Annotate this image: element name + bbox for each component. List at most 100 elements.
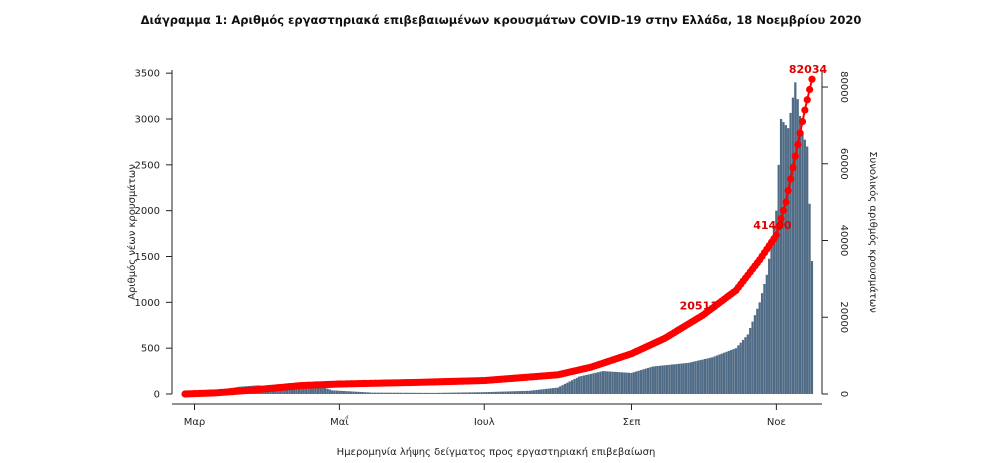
daily-case-bar [625,372,628,394]
daily-case-bar [437,392,441,394]
daily-case-bar [478,392,481,394]
daily-case-bar [366,392,369,394]
daily-case-bar [680,363,683,394]
daily-case-bar [511,391,514,394]
daily-case-bar [290,388,293,394]
daily-case-bar [364,392,367,394]
daily-case-bar [485,392,488,394]
daily-case-bar [335,390,339,394]
cumulative-point [803,96,811,104]
daily-case-bar [663,365,666,394]
y-tick-label: 2500 [135,160,160,171]
daily-case-bar [682,363,685,394]
y-tick-label: 3000 [135,115,160,126]
y-tick-label: 500 [141,344,160,355]
daily-case-bar [490,391,493,394]
cumulative-point [779,206,788,214]
daily-case-bar [673,364,676,394]
daily-case-bar [563,383,567,394]
daily-case-bar [549,388,552,394]
chart-title: Διάγραμμα 1: Αριθμός εργαστηριακά επιβεβ… [141,13,862,27]
daily-case-bar [604,371,607,394]
daily-case-bar [727,350,730,394]
daily-case-bar [582,375,586,394]
daily-case-bar [532,390,536,394]
daily-case-bar [428,392,431,394]
daily-case-bar [433,392,436,394]
daily-case-bar [637,370,640,394]
daily-case-bar [559,386,562,394]
daily-case-bar [654,366,657,394]
daily-case-bar [540,389,543,394]
daily-case-bar [492,391,495,394]
daily-case-bar [354,391,358,394]
daily-case-bar [376,392,379,394]
cumulative-point [806,85,814,94]
cumulative-annotation: 41400 [753,219,792,232]
daily-case-bar [383,392,386,394]
daily-case-bar [713,356,716,394]
y2-tick-label: 40000 [838,225,849,257]
daily-case-bar [639,370,643,394]
daily-case-bar [777,164,780,394]
y-tick-label: 3500 [135,69,160,80]
daily-case-bar [502,391,505,394]
daily-case-bar [385,392,388,394]
daily-case-bar [421,392,424,394]
daily-case-bar [689,362,692,394]
daily-case-bar [601,371,605,394]
daily-case-bar [542,389,545,394]
daily-case-bar [706,358,709,394]
daily-case-bar [314,384,317,394]
annotations: 20511 41400 82034 [680,63,828,312]
daily-case-bar [440,392,443,394]
cumulative-point [808,75,816,83]
daily-case-bar [644,368,647,394]
cumulative-point [801,106,809,114]
daily-case-bar [779,119,783,394]
y-axis-label: Αριθμός νέων κρουσμάτων [126,164,138,300]
daily-case-bar [452,392,455,394]
daily-case-bar [537,389,540,394]
daily-case-bar [378,392,381,394]
daily-case-bar [623,372,626,394]
daily-case-bar [411,392,415,394]
daily-case-bar [718,354,721,394]
daily-case-bar [741,339,745,394]
daily-case-bar [449,392,453,394]
daily-case-bar [568,381,571,394]
daily-case-bar [392,392,396,394]
daily-case-bar [765,274,768,394]
daily-case-bar [592,373,595,394]
daily-case-bar [414,392,417,394]
x-tick-label: Μαΐ [330,414,349,428]
daily-case-bar [328,389,331,394]
daily-case-bar [461,392,464,394]
daily-case-bar [506,391,510,394]
cumulative-point [772,231,780,239]
daily-case-bar [416,392,419,394]
daily-case-bar [361,392,365,394]
daily-case-bar [806,146,809,394]
daily-case-bar [675,364,678,394]
daily-case-bar [454,392,457,394]
daily-case-bar [466,392,469,394]
cumulative-point [791,152,799,160]
daily-case-bar [494,391,498,394]
bars-layer [183,82,814,395]
daily-case-bar [708,357,711,394]
daily-case-bar [295,386,298,394]
daily-case-bar [350,391,353,394]
daily-case-bar [589,373,593,394]
daily-case-bar [656,366,659,394]
daily-case-bar [521,391,524,394]
daily-case-bar [352,391,355,394]
daily-case-bar [395,392,398,394]
daily-case-bar [357,391,360,394]
daily-case-bar [388,392,391,394]
daily-case-bar [772,226,776,394]
daily-case-bar [371,392,374,395]
daily-case-bar [694,361,697,394]
